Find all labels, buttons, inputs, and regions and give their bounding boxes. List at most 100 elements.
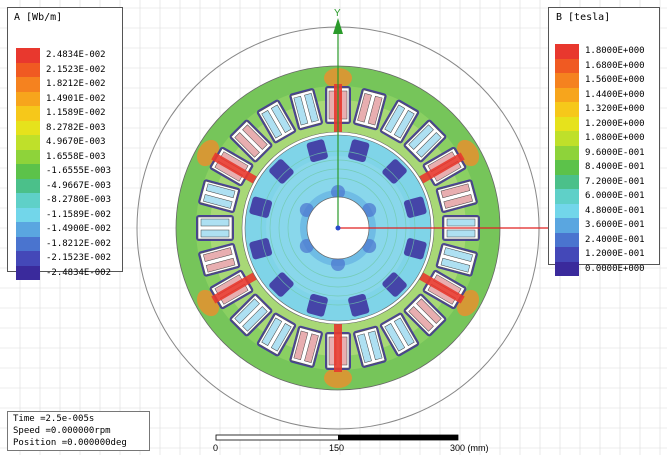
legend-entry: 1.5600E+000	[549, 73, 659, 88]
scale-label-150: 150	[329, 443, 345, 453]
legend-swatch	[16, 48, 40, 63]
legend-entry: 1.8212E-002	[8, 77, 122, 92]
legend-value: 0.0000E+000	[585, 263, 645, 274]
legend-value: 3.6000E-001	[585, 220, 645, 230]
legend-entry: 1.2000E-001	[549, 247, 659, 262]
legend-entry: 1.3200E+000	[549, 102, 659, 117]
status-box: Time =2.5e-005s Speed =0.000000rpm Posit…	[7, 411, 150, 451]
legend-value: 2.4000E-001	[585, 234, 645, 245]
legend-value: 8.2782E-003	[46, 122, 106, 133]
legend-swatch	[16, 77, 40, 92]
legend-entry: 1.4400E+000	[549, 87, 659, 103]
legend-swatch	[555, 261, 579, 276]
scale-bar	[215, 434, 459, 441]
legend-swatch	[16, 251, 40, 266]
legend-value: 1.8000E+000	[585, 46, 645, 56]
legend-entry: 1.4901E-002	[8, 91, 122, 107]
legend-value: -2.4834E-002	[46, 267, 112, 278]
legend-swatch	[16, 120, 40, 135]
rotor-pole	[269, 159, 294, 184]
legend-value: 4.9670E-003	[46, 137, 106, 147]
stator-slot	[198, 243, 241, 277]
legend-value: 4.8000E-001	[585, 205, 645, 216]
stator-slot	[435, 179, 478, 213]
origin-marker	[335, 225, 341, 231]
legend-value: 2.1523E-002	[46, 64, 106, 75]
legend-entry: 6.0000E-001	[549, 189, 659, 204]
legend-value: 1.8212E-002	[46, 79, 106, 89]
legend-entry: 1.6800E+000	[549, 58, 659, 74]
legend-entry: -1.6555E-003	[8, 164, 122, 179]
legend-swatch	[555, 174, 579, 189]
y-axis: Y	[333, 8, 343, 228]
stator-slot	[198, 179, 241, 213]
legend-swatch	[555, 145, 579, 160]
legend-entry: -2.1523E-002	[8, 251, 122, 266]
legend-entry: 1.8000E+000	[549, 44, 659, 59]
legend-swatch	[16, 222, 40, 237]
rotor-pole	[249, 196, 273, 218]
legend-value: 1.2000E+000	[585, 118, 645, 129]
legend-swatch	[555, 232, 579, 247]
legend-swatch	[16, 135, 40, 150]
legend-entry: -1.8212E-002	[8, 236, 122, 252]
stator-slot	[353, 88, 387, 131]
legend-entry: 3.6000E-001	[549, 218, 659, 233]
rotor-pole	[348, 293, 370, 317]
rotor-pole	[306, 139, 328, 163]
legend-value: 1.1589E-002	[46, 108, 106, 118]
legend-value: -1.4900E-002	[46, 224, 112, 234]
legend-swatch	[555, 116, 579, 131]
legend-value: 8.4000E-001	[585, 162, 645, 172]
scale-label-0: 0	[213, 443, 219, 453]
stator-slot	[229, 119, 273, 163]
stator-slot	[289, 325, 323, 368]
legend-swatch	[16, 62, 40, 77]
rotor-pole	[382, 159, 407, 184]
stator-slot	[256, 312, 297, 357]
legend-value: 2.4834E-002	[46, 50, 106, 60]
legend-swatch	[555, 87, 579, 102]
legend-swatch	[16, 207, 40, 222]
legend-swatch	[16, 265, 40, 280]
stator-slot	[379, 99, 420, 144]
rotor-pole	[403, 238, 427, 260]
legend-entry: 7.2000E-001	[549, 174, 659, 190]
legend-swatch	[555, 247, 579, 262]
stator-slot	[379, 312, 420, 357]
legend-value: 1.5600E+000	[585, 75, 645, 85]
legend-swatch	[16, 106, 40, 121]
legend-value: -1.8212E-002	[46, 238, 112, 249]
y-axis-label: Y	[334, 8, 341, 19]
legend-entry: 2.4000E-001	[549, 232, 659, 248]
legend-entry: 1.2000E+000	[549, 116, 659, 132]
legend-entry: 1.6558E-003	[8, 149, 122, 165]
legend-entry: -1.1589E-002	[8, 207, 122, 223]
legend-swatch	[555, 58, 579, 73]
legend-swatch	[555, 160, 579, 175]
legend-entry: -1.4900E-002	[8, 222, 122, 237]
stator-slot	[256, 99, 297, 144]
legend-swatch	[555, 44, 579, 59]
stator-slot	[229, 293, 273, 337]
legend-entry: 4.9670E-003	[8, 135, 122, 150]
legend-value: 1.3200E+000	[585, 104, 645, 114]
legend-swatch	[16, 164, 40, 179]
legend-value: 1.4901E-002	[46, 93, 106, 104]
rotor-pole	[382, 272, 407, 297]
legend-entry: 4.8000E-001	[549, 203, 659, 219]
legend-entry: 1.0800E+000	[549, 131, 659, 146]
legend-value: 1.2000E-001	[585, 249, 645, 259]
legend-title: A [Wb/m]	[14, 12, 63, 23]
legend-value: 6.0000E-001	[585, 191, 645, 201]
rotor-pole	[348, 139, 370, 163]
legend-swatch	[555, 131, 579, 146]
legend-swatch	[16, 149, 40, 164]
status-position: Position =0.000000deg	[13, 438, 127, 448]
legend-value: -8.2780E-003	[46, 195, 112, 205]
rotor-pole	[249, 238, 273, 260]
legend-entry: 2.4834E-002	[8, 48, 122, 63]
legend-entry: 8.4000E-001	[549, 160, 659, 175]
legend-swatch	[16, 236, 40, 251]
